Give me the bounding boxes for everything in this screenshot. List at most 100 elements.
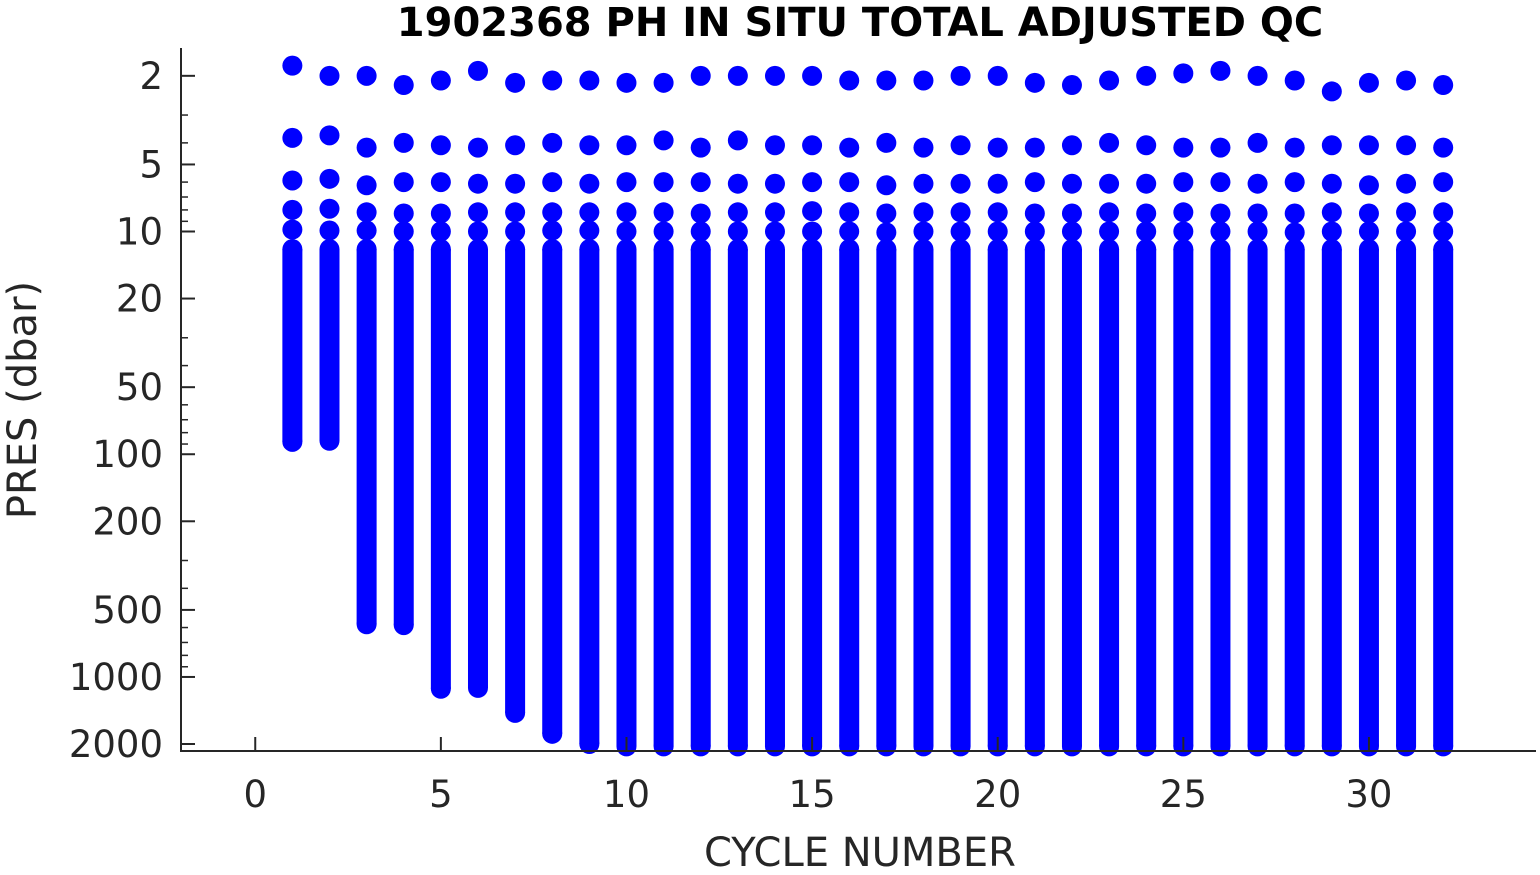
profile-bottom-point	[430, 678, 451, 699]
profile-column	[505, 249, 526, 713]
data-point	[282, 219, 303, 240]
data-point	[1321, 221, 1342, 242]
data-point	[1173, 221, 1194, 242]
profile-top-point	[616, 239, 637, 260]
data-point	[542, 220, 563, 241]
profile-column	[1024, 249, 1045, 747]
surface-point	[1358, 72, 1379, 93]
surface-point	[1247, 65, 1268, 86]
profile-bottom-point	[1284, 736, 1305, 757]
cycle-profile-32	[1433, 75, 1454, 757]
cycle-profile-4	[393, 75, 414, 636]
data-point	[319, 168, 340, 189]
data-point	[1099, 221, 1120, 242]
profile-column	[987, 249, 1008, 747]
data-point	[1136, 173, 1157, 194]
data-point	[1433, 137, 1454, 158]
data-point	[802, 201, 823, 222]
data-point	[1173, 172, 1194, 193]
data-point	[653, 172, 674, 193]
data-point	[393, 132, 414, 153]
surface-point	[430, 70, 451, 91]
x-tick-label: 15	[789, 773, 836, 816]
data-marks	[282, 55, 1454, 757]
data-point	[727, 130, 748, 151]
surface-point	[282, 55, 303, 76]
profile-bottom-point	[467, 677, 488, 698]
data-point	[282, 170, 303, 191]
surface-point	[319, 65, 340, 86]
profile-bottom-point	[690, 736, 711, 757]
data-point	[1247, 221, 1268, 242]
surface-point	[1061, 75, 1082, 96]
data-point	[1210, 221, 1231, 242]
profile-top-point	[505, 239, 526, 260]
surface-point	[802, 65, 823, 86]
data-point	[542, 202, 563, 223]
cycle-profile-8	[542, 70, 563, 744]
data-point	[579, 220, 600, 241]
profile-bottom-point	[1061, 736, 1082, 757]
data-point	[356, 137, 377, 158]
surface-point	[876, 70, 897, 91]
cycle-profile-14	[764, 65, 785, 757]
y-tick-label: 50	[116, 366, 163, 409]
x-tick-label: 5	[429, 773, 453, 816]
profile-column	[1284, 249, 1305, 747]
profile-top-point	[282, 239, 303, 260]
surface-point	[1099, 70, 1120, 91]
data-point	[356, 220, 377, 241]
y-tick-label: 2	[139, 55, 163, 98]
cycle-profile-9	[579, 70, 600, 755]
data-point	[802, 135, 823, 156]
profile-top-point	[1210, 239, 1231, 260]
data-point	[1136, 221, 1157, 242]
profile-top-point	[950, 239, 971, 260]
axes	[180, 48, 1536, 752]
data-point	[1396, 135, 1417, 156]
data-point	[1321, 202, 1342, 223]
cycle-profile-21	[1024, 72, 1045, 757]
cycle-profile-12	[690, 65, 711, 757]
data-point	[282, 127, 303, 148]
data-point	[1284, 203, 1305, 224]
data-point	[616, 221, 637, 242]
profile-column	[616, 249, 637, 747]
x-axis-ticks: 0 5 10 15 20 25 30	[243, 737, 1392, 816]
profile-top-point	[876, 239, 897, 260]
surface-point	[727, 65, 748, 86]
data-point	[876, 222, 897, 243]
profile-bottom-point	[1136, 736, 1157, 757]
profile-bottom-point	[579, 734, 600, 755]
profile-column	[1136, 249, 1157, 747]
profile-top-point	[393, 239, 414, 260]
surface-point	[690, 65, 711, 86]
profile-bottom-point	[356, 614, 377, 635]
data-point	[579, 173, 600, 194]
profile-bottom-point	[876, 736, 897, 757]
cycle-profile-27	[1247, 65, 1268, 757]
data-point	[839, 202, 860, 223]
chart-title: 1902368 PH IN SITU TOTAL ADJUSTED QC	[397, 0, 1323, 46]
data-point	[505, 202, 526, 223]
cycle-profile-25	[1173, 63, 1194, 757]
data-point	[1210, 203, 1231, 224]
y-tick-label: 500	[92, 589, 163, 632]
profile-column	[282, 249, 303, 442]
surface-point	[950, 65, 971, 86]
data-point	[1099, 132, 1120, 153]
x-axis-label: CYCLE NUMBER	[704, 830, 1016, 870]
cycle-profile-17	[876, 70, 897, 757]
y-tick-label: 1000	[69, 656, 163, 699]
data-point	[1024, 172, 1045, 193]
data-point	[1321, 173, 1342, 194]
y-tick-label: 100	[92, 433, 163, 476]
data-point	[1284, 222, 1305, 243]
data-point	[1061, 221, 1082, 242]
data-point	[690, 137, 711, 158]
data-point	[579, 135, 600, 156]
data-point	[1358, 221, 1379, 242]
y-axis-ticks: 2 5 10 20 50 100 200 500 1000 2000	[69, 55, 195, 766]
x-tick-label: 10	[603, 773, 650, 816]
